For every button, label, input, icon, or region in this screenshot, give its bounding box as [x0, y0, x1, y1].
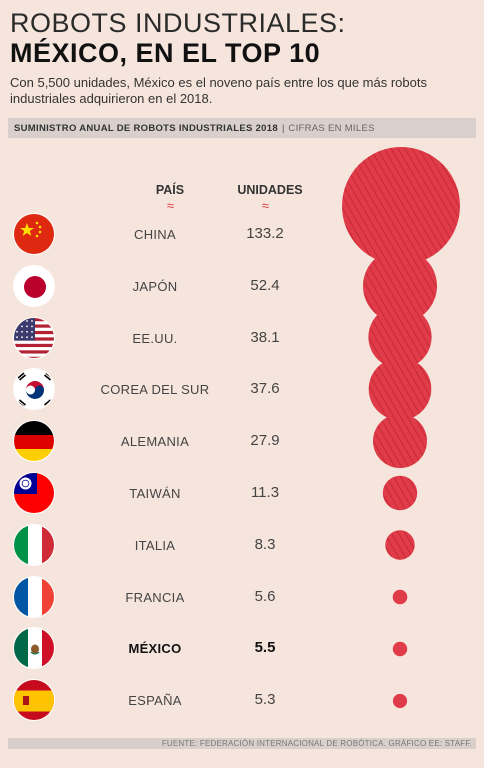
- bubble-mark: [363, 249, 437, 323]
- units-value: 5.6: [254, 587, 276, 605]
- country-label: JAPÓN: [132, 278, 178, 294]
- source-footer: FUENTE: FEDERACIÓN INTERNACIONAL DE ROBÓ…: [8, 738, 476, 749]
- units-value: 5.3: [254, 691, 276, 709]
- table-row: ESPAÑA 5.3: [0, 679, 484, 729]
- table-row: ALEMANIA 27.9: [0, 420, 484, 470]
- bubble-mark: [392, 589, 408, 605]
- table-row: COREA DEL SUR 37.6: [0, 368, 484, 418]
- title-line-2: MÉXICO, EN EL TOP 10: [10, 38, 321, 68]
- units-value: 27.9: [250, 432, 280, 450]
- subtitle: Con 5,500 unidades, México es el noveno …: [10, 75, 427, 106]
- chart-subheader: SUMINISTRO ANUAL DE ROBOTS INDUSTRIALES …: [8, 118, 476, 138]
- bubble-mark: [382, 475, 418, 511]
- units-value: 11.3: [250, 484, 280, 501]
- table-row: FRANCIA 5.6: [0, 575, 484, 626]
- spain-flag-icon: [13, 679, 55, 722]
- country-label: EE.UU.: [132, 330, 178, 346]
- country-label: TAIWÁN: [129, 486, 181, 501]
- table-row: MÉXICO 5.5: [0, 627, 484, 677]
- units-value: 38.1: [250, 328, 280, 346]
- column-header-country: PAÍS: [155, 183, 185, 197]
- units-value: 5.5: [254, 639, 276, 657]
- japan-flag-icon: [13, 264, 55, 307]
- table-row: JAPÓN 52.4: [0, 264, 484, 315]
- mexico-flag-icon: [13, 627, 55, 670]
- table-row: TAIWÁN 11.3: [0, 472, 484, 522]
- units-value: 133.2: [246, 225, 284, 242]
- country-label: FRANCIA: [125, 589, 185, 605]
- country-label: ESPAÑA: [128, 693, 182, 709]
- subheader-title: SUMINISTRO ANUAL DE ROBOTS INDUSTRIALES …: [14, 122, 278, 134]
- south-korea-flag-icon: [13, 368, 55, 411]
- units-value: 8.3: [254, 535, 276, 553]
- bubble-mark: [385, 530, 415, 560]
- chevron-down-icon: ≈: [261, 198, 269, 213]
- units-value: 52.4: [250, 276, 280, 294]
- china-flag-icon: [13, 213, 55, 255]
- bubble-mark: [373, 414, 427, 468]
- bubble-mark: [368, 305, 432, 369]
- france-flag-icon: [13, 575, 55, 618]
- taiwan-flag-icon: [13, 472, 55, 514]
- column-header-units: UNIDADES: [237, 183, 303, 197]
- bubble-mark: [368, 357, 432, 421]
- bubble-mark: [392, 693, 408, 709]
- country-label: ITALIA: [134, 537, 176, 553]
- chevron-down-icon: ≈: [166, 198, 174, 213]
- units-value: 37.6: [250, 380, 280, 398]
- italy-flag-icon: [13, 523, 55, 566]
- table-row: CHINA 133.2: [0, 213, 484, 263]
- bubble-mark: [392, 641, 408, 657]
- bubble-mark: [342, 147, 460, 265]
- table-row: ITALIA 8.3: [0, 523, 484, 574]
- table-row: EE.UU. 38.1: [0, 316, 484, 367]
- title-line-1: ROBOTS INDUSTRIALES:: [10, 8, 346, 38]
- germany-flag-icon: [13, 420, 55, 463]
- country-label: COREA DEL SUR: [100, 382, 210, 398]
- country-label: MÉXICO: [128, 641, 182, 657]
- country-label: CHINA: [134, 227, 176, 242]
- subheader-separator: |: [281, 122, 285, 134]
- country-label: ALEMANIA: [120, 434, 190, 450]
- usa-flag-icon: [13, 316, 55, 359]
- subheader-units: CIFRAS EN MILES: [288, 122, 375, 134]
